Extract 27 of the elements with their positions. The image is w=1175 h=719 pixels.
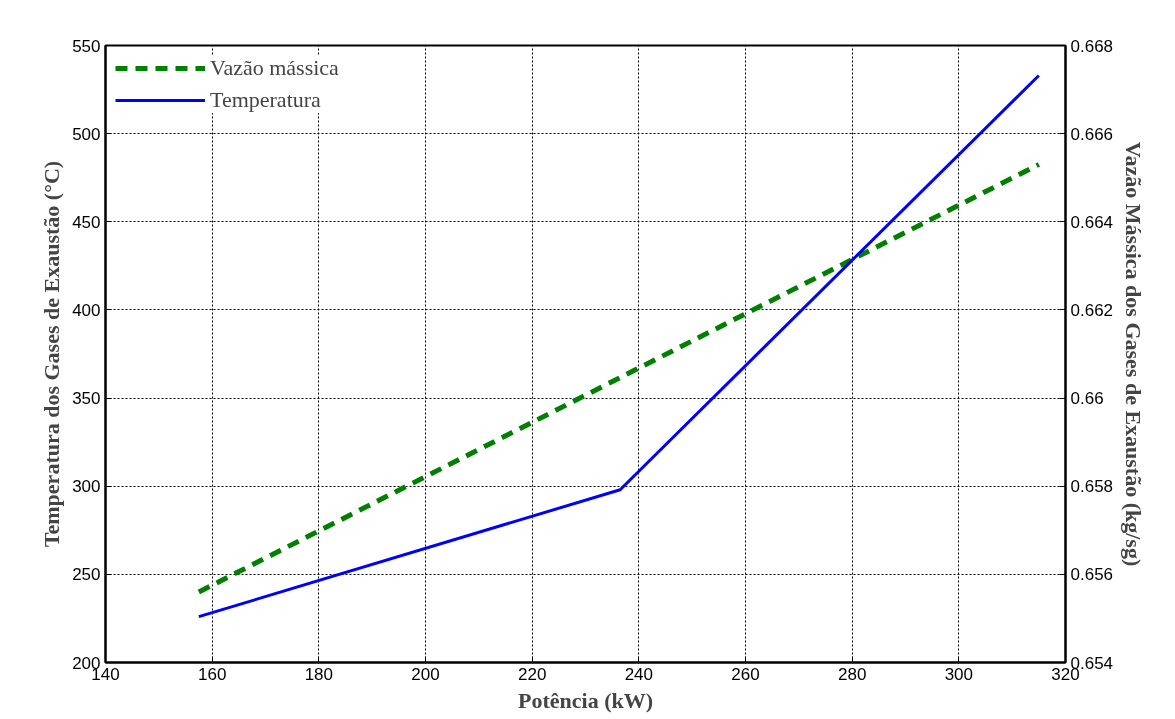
x-tick-label: 160 (197, 664, 227, 684)
y2-tick-label: 0.656 (1070, 565, 1114, 585)
x-tick-label: 300 (944, 664, 974, 684)
y-tick-label: 300 (72, 477, 101, 497)
y-tick-label: 550 (72, 36, 101, 56)
y2-tick-label: 0.658 (1070, 477, 1114, 497)
y2-tick-label: 0.668 (1070, 36, 1114, 56)
x-axis-title: Potência (kW) (517, 687, 654, 713)
y-tick-label: 350 (72, 389, 101, 409)
legend-label: Temperatura (210, 87, 321, 113)
x-tick-label: 280 (837, 664, 867, 684)
y2-tick-label: 0.664 (1070, 212, 1114, 232)
y-tick-label: 400 (72, 300, 101, 320)
y2-axis-title: Vazão Mássica dos Gases de Exaustão (kg/sg) (1121, 141, 1147, 567)
x-tick-label: 220 (517, 664, 547, 684)
y-axis-title: Temperatura dos Gases de Exaustão (°C) (39, 160, 65, 548)
y-tick-label: 250 (72, 565, 101, 585)
y-tick-label: 500 (72, 124, 101, 144)
x-tick-label: 200 (411, 664, 440, 684)
x-tick-label: 180 (304, 664, 334, 684)
y-tick-label: 450 (72, 212, 101, 232)
y2-tick-label: 0.66 (1070, 389, 1104, 409)
legend-label: Vazão mássica (210, 55, 339, 81)
x-tick-label: 240 (624, 664, 654, 684)
y2-tick-label: 0.662 (1070, 300, 1114, 320)
x-tick-label: 260 (731, 664, 760, 684)
y2-tick-label: 0.666 (1070, 124, 1114, 144)
